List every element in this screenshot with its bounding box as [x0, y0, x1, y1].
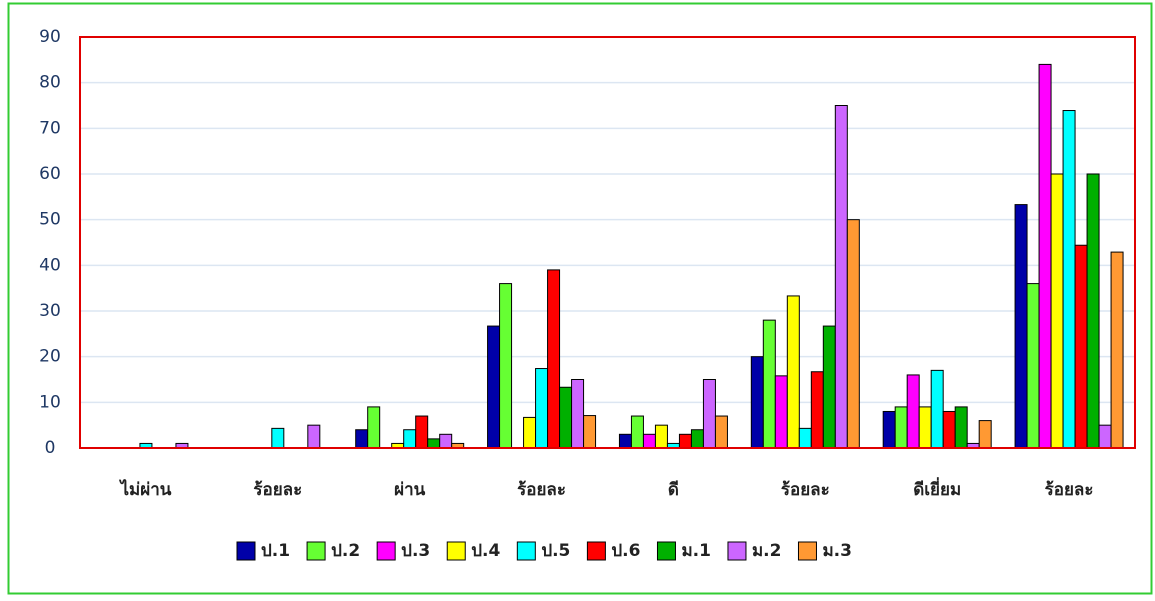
bar [1062, 110, 1076, 449]
bar [810, 371, 824, 449]
bar [415, 415, 429, 449]
bar [642, 433, 656, 449]
bar [798, 427, 812, 449]
bar [894, 406, 908, 449]
legend-swatch [376, 541, 396, 561]
bar [403, 429, 417, 449]
legend-swatch [446, 541, 466, 561]
bar [547, 269, 561, 449]
x-tick-label: ร้อยละ [517, 480, 566, 500]
bar [630, 415, 644, 449]
bar [978, 420, 992, 449]
legend-label: ม.1 [681, 541, 711, 561]
bar [882, 410, 896, 449]
bar [702, 379, 716, 449]
bar [846, 219, 860, 449]
x-tick-label: ร้อยละ [253, 480, 302, 500]
bar [367, 406, 381, 449]
x-tick-label: ร้อยละ [1045, 480, 1094, 500]
y-tick-label: 20 [39, 347, 61, 367]
bar [654, 424, 668, 449]
bar [930, 369, 944, 449]
bar [618, 433, 632, 449]
y-tick-label: 50 [39, 210, 61, 230]
bar [678, 433, 692, 449]
bar [786, 295, 800, 449]
legend-swatch [516, 541, 536, 561]
bar [774, 375, 788, 449]
legend-swatch [236, 541, 256, 561]
bar [954, 406, 968, 449]
legend-label: ม.3 [822, 541, 852, 561]
bar [559, 386, 573, 449]
legend-swatch [586, 541, 606, 561]
bar [535, 368, 549, 449]
bar [690, 429, 704, 449]
legend-label: ป.3 [401, 541, 430, 561]
bar [834, 105, 848, 449]
bar [571, 379, 585, 449]
plot-border [79, 36, 1136, 449]
bar [427, 438, 441, 449]
bar [822, 325, 836, 449]
legend-label: ป.1 [261, 541, 290, 561]
y-tick-label: 80 [39, 73, 61, 93]
legend-swatch [656, 541, 676, 561]
y-tick-label: 70 [39, 118, 61, 138]
bar [307, 424, 321, 449]
bar [1050, 173, 1064, 449]
y-tick-label: 10 [39, 392, 61, 412]
bar [1086, 173, 1100, 449]
bar [1014, 204, 1028, 449]
x-tick-label: ดี [668, 479, 679, 500]
bar [1098, 424, 1112, 449]
y-tick-label: 40 [39, 255, 61, 275]
legend-label: ม.2 [752, 541, 782, 561]
bar [1038, 63, 1052, 449]
bar [271, 427, 285, 449]
bar [355, 429, 369, 449]
x-tick-label: ดีเยี่ยม [913, 477, 961, 500]
bar [1110, 251, 1124, 449]
bar [750, 356, 764, 449]
legend-label: ป.4 [471, 541, 500, 561]
x-tick-label: ไม่ผ่าน [118, 479, 171, 500]
y-tick-label: 60 [39, 164, 61, 184]
bar [487, 325, 501, 449]
plot-area [80, 37, 1135, 448]
y-tick-label: 30 [39, 301, 61, 321]
bar [499, 283, 513, 449]
legend-swatch [727, 541, 747, 561]
bar [1074, 244, 1088, 449]
bar [906, 374, 920, 449]
legend-swatch [306, 541, 326, 561]
legend-label: ป.5 [541, 541, 570, 561]
bar [1026, 283, 1040, 449]
legend-swatch [797, 541, 817, 561]
x-tick-label: ร้อยละ [781, 480, 830, 500]
outer-border [7, 2, 1153, 595]
bar [583, 415, 597, 449]
legend-label: ป.2 [331, 541, 360, 561]
bar [918, 406, 932, 449]
y-tick-label: 0 [45, 438, 56, 458]
x-tick-label: ผ่าน [394, 480, 426, 500]
legend-label: ป.6 [611, 541, 640, 561]
bar [942, 410, 956, 449]
bar [714, 415, 728, 449]
bar [439, 433, 453, 449]
bar [762, 319, 776, 449]
bar [523, 416, 537, 449]
y-tick-label: 90 [39, 27, 61, 47]
